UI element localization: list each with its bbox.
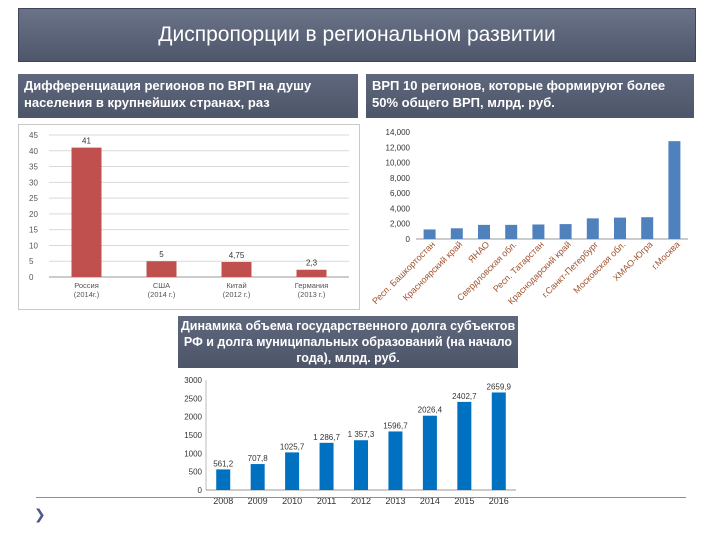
category-label: 2009 — [248, 496, 268, 506]
data-label: 707,8 — [248, 454, 269, 463]
y-tick-label: 30 — [29, 178, 38, 187]
y-tick-label: 25 — [29, 194, 38, 203]
regional-disparity-svg: 05101520253035404541Россия(2014г.)5США(2… — [29, 131, 349, 299]
category-label: Россия — [74, 281, 99, 290]
chevron-down-icon[interactable]: ❯ — [34, 506, 46, 522]
bar — [457, 401, 472, 490]
debt-dynamics-svg: 0 500 1000 1500 2000 2500 3000 561,2 2008 707,8 20… — [184, 376, 516, 506]
bar — [586, 218, 599, 239]
bar — [422, 415, 437, 490]
category-label: Германия — [295, 281, 329, 290]
category-label: 2012 — [351, 496, 371, 506]
bar — [614, 217, 626, 239]
bar — [216, 469, 231, 490]
bar — [505, 224, 518, 239]
bar — [450, 228, 463, 239]
category-label: г.Москва — [650, 239, 682, 271]
category-label: (2014 г.) — [148, 290, 176, 299]
category-label: 2014 — [420, 496, 440, 506]
y-tick-label: 2,000 — [390, 220, 411, 229]
data-label: 5 — [159, 250, 164, 259]
page-title: Диспропорции в региональном развитии — [18, 8, 696, 62]
data-label: 1025,7 — [280, 442, 305, 451]
y-tick-label: 10 — [29, 241, 38, 250]
category-label: 2016 — [489, 496, 509, 506]
y-tick-label: 15 — [29, 226, 38, 235]
bar — [478, 224, 490, 239]
bar — [221, 262, 252, 277]
y-tick-label: 0 — [198, 486, 203, 495]
bar — [354, 440, 368, 490]
debt-dynamics-chart: 0 500 1000 1500 2000 2500 3000 561,2 2008 707,8 20… — [170, 372, 522, 516]
data-label: 2,3 — [306, 259, 318, 268]
bar — [491, 392, 506, 490]
footer-divider — [36, 497, 686, 498]
y-tick-label: 20 — [29, 210, 38, 219]
y-tick-label: 12,000 — [386, 143, 411, 152]
bar — [532, 224, 545, 239]
data-label: 2659,9 — [487, 382, 512, 391]
y-tick-label: 10,000 — [386, 159, 411, 168]
bar — [668, 141, 681, 239]
y-tick-label: 40 — [29, 147, 38, 156]
y-tick-label: 4,000 — [390, 204, 411, 213]
bar — [296, 269, 327, 277]
y-tick-label: 8,000 — [390, 174, 411, 183]
bar — [559, 224, 572, 239]
top-regions-grp-svg: 02,0004,0006,0008,00010,00012,00014,000Р… — [370, 128, 688, 306]
category-label: 2008 — [213, 496, 233, 506]
data-label: 561,2 — [213, 459, 234, 468]
data-label: 41 — [82, 137, 91, 146]
bar — [285, 452, 300, 490]
category-label: ЯНАО — [466, 239, 491, 264]
category-label: 2015 — [454, 496, 474, 506]
y-tick-label: 14,000 — [386, 128, 411, 137]
data-label: 1596,7 — [383, 421, 408, 430]
category-label: Китай — [226, 281, 246, 290]
regional-disparity-chart: 0 5 10 15 20 25 30 35 40 45 41 Россия (2014г.) 5 США (2… — [18, 124, 360, 310]
y-tick-label: 6,000 — [390, 189, 411, 198]
chart-caption-middle: Динамика объема государственного долга с… — [178, 316, 518, 368]
y-tick-label: 0 — [29, 273, 34, 282]
category-label: США — [153, 281, 170, 290]
y-tick-label: 1500 — [184, 431, 202, 440]
data-label: 2026,4 — [418, 406, 443, 415]
y-tick-label: 45 — [29, 131, 38, 140]
data-label: 4,75 — [229, 251, 245, 260]
y-tick-label: 0 — [406, 235, 411, 244]
bar — [423, 229, 436, 239]
bar — [388, 431, 403, 490]
bar — [250, 464, 265, 490]
y-tick-label: 2500 — [184, 394, 202, 403]
chart-caption-right: ВРП 10 регионов, которые формируют более… — [366, 74, 694, 118]
data-label: 1 286,7 — [313, 433, 340, 442]
category-label: (2012 г.) — [223, 290, 251, 299]
category-label: (2013 г.) — [298, 290, 326, 299]
chart-caption-left: Дифференциация регионов по ВРП на душу н… — [18, 74, 358, 118]
category-label: (2014г.) — [74, 290, 100, 299]
category-label: 2013 — [385, 496, 405, 506]
bar — [319, 442, 334, 490]
bar — [146, 261, 177, 277]
top-regions-grp-chart: 0 2,000 4,000 6,000 8,000 10,000 12,000 14,000 Р… — [366, 124, 694, 308]
data-label: 2402,7 — [452, 392, 477, 401]
bar — [641, 217, 654, 239]
y-tick-label: 3000 — [184, 376, 202, 385]
category-label: 2010 — [282, 496, 302, 506]
y-tick-label: 500 — [189, 468, 203, 477]
y-tick-label: 2000 — [184, 413, 202, 422]
bar — [71, 147, 102, 277]
category-label: 2011 — [317, 496, 336, 506]
y-tick-label: 35 — [29, 163, 38, 172]
y-tick-label: 5 — [29, 257, 34, 266]
y-tick-label: 1000 — [184, 449, 202, 458]
data-label: 1 357,3 — [348, 430, 375, 439]
